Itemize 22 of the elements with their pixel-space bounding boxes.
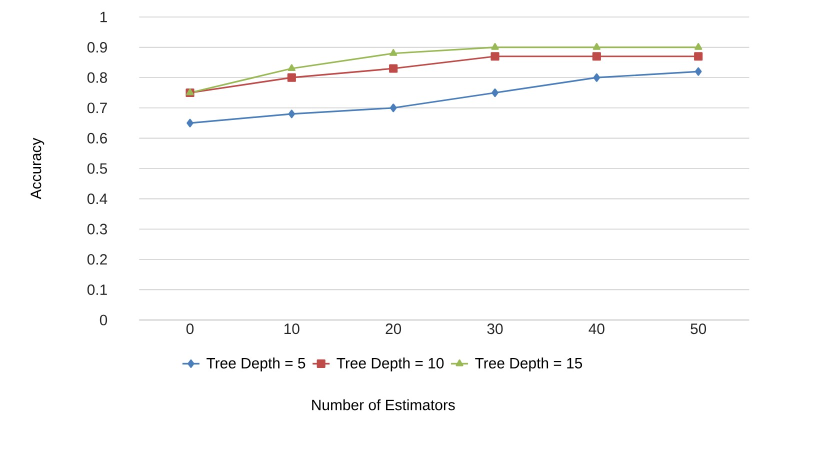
- x-tick-label: 40: [588, 324, 604, 334]
- y-tick-label: 0: [100, 314, 108, 326]
- y-tick-label: 0.7: [87, 102, 107, 114]
- legend-label: Tree Depth = 5: [206, 358, 306, 372]
- x-tick-label: 30: [487, 324, 503, 334]
- y-tick-label: 0.3: [87, 224, 107, 234]
- y-tick-label: 0.1: [87, 284, 107, 295]
- y-tick-label: 0.2: [87, 254, 107, 265]
- x-tick-label: 0: [186, 324, 194, 334]
- y-tick-label: 0.6: [87, 132, 107, 144]
- y-tick-label: 1: [100, 12, 107, 22]
- y-tick-label: 0.9: [87, 42, 107, 53]
- legend-label: Tree Depth = 15: [475, 358, 582, 372]
- x-tick-label: 20: [386, 324, 402, 334]
- x-tick-label: 10: [284, 324, 300, 334]
- y-tick-label: 0.8: [87, 72, 107, 83]
- x-axis-title: Number of Estimators: [312, 399, 455, 410]
- y-tick-label: 0.4: [87, 194, 108, 204]
- y-axis-title: Accuracy: [30, 138, 44, 200]
- legend-label: Tree Depth = 10: [336, 358, 444, 372]
- y-tick-label: 0.5: [87, 163, 108, 174]
- x-tick-label: 50: [690, 324, 706, 334]
